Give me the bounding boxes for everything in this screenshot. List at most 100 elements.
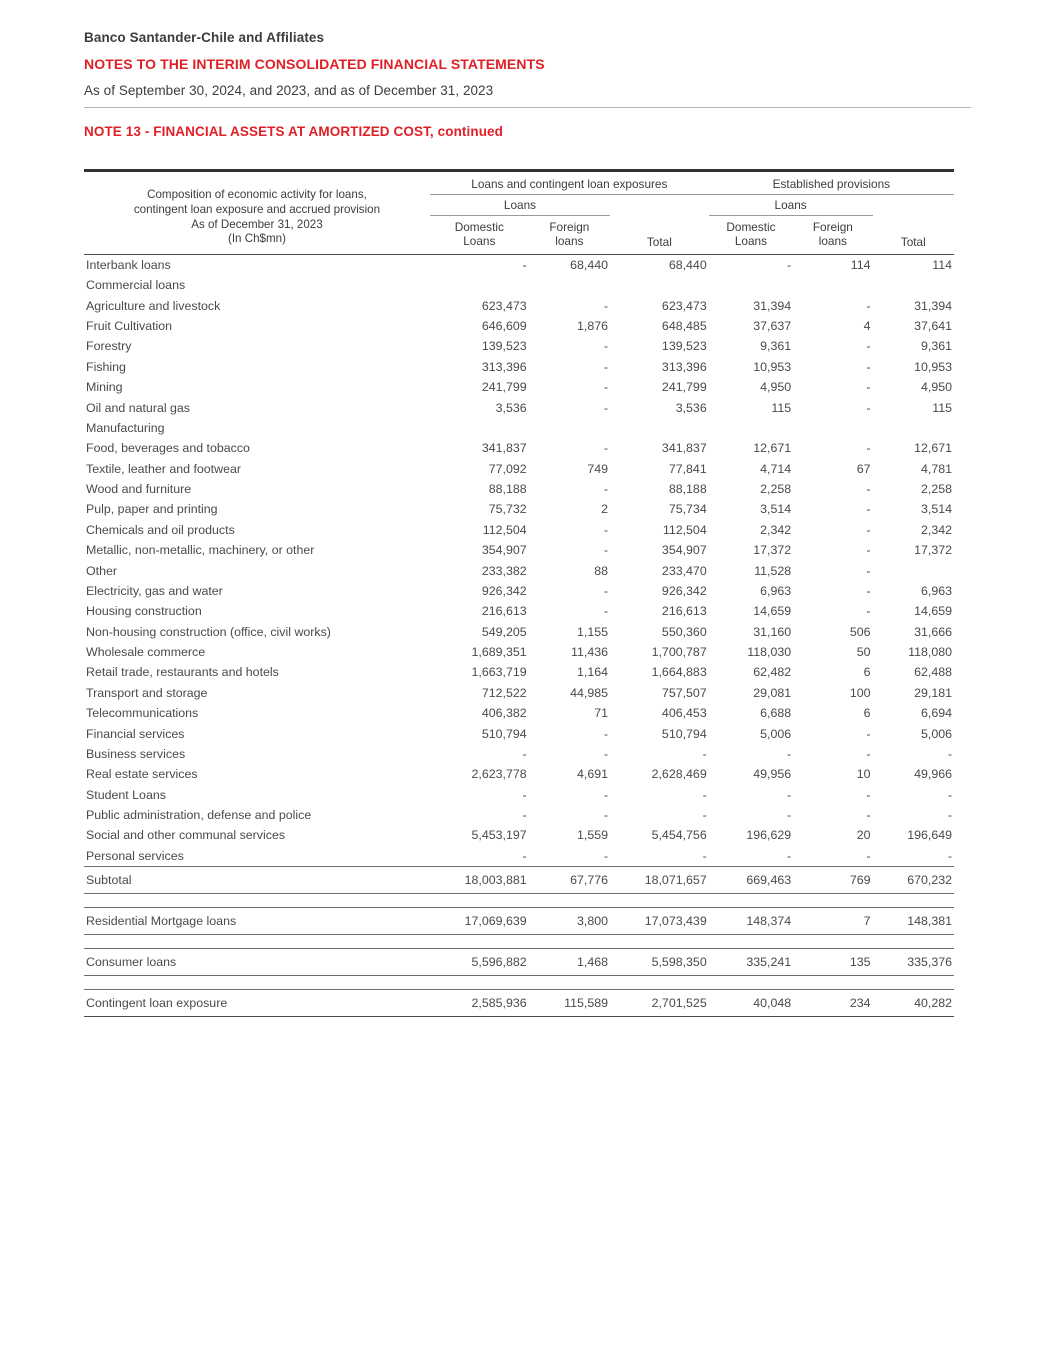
col-head-l2: Loans	[734, 234, 768, 249]
row-value: 749	[587, 461, 609, 476]
row-label: Wood and furniture	[86, 482, 192, 497]
row-value: 6	[863, 706, 871, 721]
row-value: 3,800	[577, 914, 609, 929]
row-value: -	[866, 441, 871, 456]
row-value: 510,794	[661, 726, 707, 741]
company-name: Banco Santander-Chile and Affiliates	[84, 30, 325, 45]
table-row: Manufacturing	[84, 418, 954, 438]
row-value: 1,559	[577, 828, 609, 843]
row-value: 233,382	[481, 563, 527, 578]
row-label: Real estate services	[86, 767, 198, 782]
row-value: 29,181	[914, 685, 952, 700]
group-header-provisions: Established provisions	[708, 172, 954, 195]
row-value: -	[866, 298, 871, 313]
summary-rule-top	[84, 948, 954, 950]
table-row: Textile, leather and footwear 77,092 749 77…	[84, 459, 954, 479]
row-label: Transport and storage	[86, 685, 208, 700]
row-value: 68,440	[570, 257, 609, 272]
row-value	[430, 418, 529, 438]
row-value: -	[603, 522, 609, 537]
row-value: -	[866, 522, 871, 537]
row-label: Social and other communal services	[86, 828, 286, 843]
table-row: Business services - - - - - -	[84, 744, 954, 764]
summary-rule-top	[84, 989, 954, 991]
table-row: Public administration, defense and polic…	[84, 805, 954, 825]
row-value: 4,781	[920, 461, 952, 476]
row-value: 406,453	[661, 706, 707, 721]
row-value: 341,837	[661, 441, 707, 456]
column-header-row: Domestic Loans Foreign loans Domestic Lo…	[84, 216, 954, 254]
row-value: 241,799	[661, 380, 707, 395]
row-value: 406,382	[481, 706, 527, 721]
row-label: Personal services	[86, 848, 184, 863]
row-label: Non-housing construction (office, civil …	[86, 624, 331, 639]
row-value: -	[603, 848, 609, 863]
table-body: Interbank loans - 68,440 68,440 - 114 114 Comme…	[84, 254, 954, 1018]
row-value: 4,950	[760, 380, 792, 395]
row-value: 49,966	[914, 767, 952, 782]
column-header-foreign-provisions: Foreign loans	[793, 216, 872, 254]
row-value: 4,714	[760, 461, 792, 476]
row-value: 10,953	[914, 359, 952, 374]
row-label: Other	[86, 563, 117, 578]
row-value: 12,671	[914, 441, 952, 456]
row-value: -	[603, 359, 609, 374]
row-label: Housing construction	[86, 604, 202, 619]
row-value: 2,342	[760, 522, 792, 537]
row-value: -	[603, 543, 609, 558]
row-label: Student Loans	[86, 787, 166, 802]
row-value: 5,006	[760, 726, 792, 741]
row-value: 40,048	[753, 996, 792, 1011]
row-value: 4,691	[577, 767, 609, 782]
row-value: -	[866, 400, 871, 415]
row-value: 1,876	[577, 319, 609, 334]
row-label: Subtotal	[86, 873, 132, 888]
row-value: 196,649	[907, 828, 952, 843]
col-head-l1: Domestic	[454, 220, 504, 234]
row-value	[709, 418, 793, 438]
row-value: 341,837	[481, 441, 527, 456]
row-value: -	[603, 604, 609, 619]
row-label: Agriculture and livestock	[86, 298, 221, 313]
row-value: 10	[856, 767, 871, 782]
row-value: -	[603, 746, 609, 761]
row-value: 29,081	[753, 685, 792, 700]
row-value	[873, 418, 954, 438]
row-label: Pulp, paper and printing	[86, 502, 218, 517]
col-head-l2: loans	[555, 234, 584, 249]
table-row: Consumer loans 5,596,882 1,468 5,598,350 335…	[84, 949, 954, 976]
row-value	[793, 418, 872, 438]
stub-title-line-2: contingent loan exposure and accrued pro…	[133, 203, 381, 216]
row-value: 712,522	[481, 685, 527, 700]
row-value: 5,598,350	[651, 955, 707, 970]
row-value: 1,689,351	[471, 645, 527, 660]
row-value: 216,613	[661, 604, 707, 619]
row-value: 139,523	[481, 339, 527, 354]
row-value: 114	[850, 257, 871, 272]
row-value: 2,628,469	[651, 767, 707, 782]
table-row: Pulp, paper and printing 75,732 2 75,734 3,5…	[84, 499, 954, 519]
row-spacer	[84, 894, 954, 908]
table-row: Metallic, non-metallic, machinery, or ot…	[84, 540, 954, 560]
row-value: -	[947, 808, 952, 823]
row-value: 88,188	[668, 482, 707, 497]
group-header-row: Composition of economic activity for loa…	[84, 172, 954, 245]
row-label: Residential Mortgage loans	[86, 914, 237, 929]
row-value: 115,589	[564, 996, 609, 1011]
row-value: -	[603, 298, 609, 313]
group-header-exposures: Loans and contingent loan exposures	[429, 172, 709, 195]
row-value: -	[866, 583, 871, 598]
row-value: 118,030	[747, 645, 792, 660]
row-spacer	[84, 976, 954, 990]
row-value: 100	[849, 685, 871, 700]
row-value	[430, 275, 529, 295]
row-value: 148,381	[907, 914, 952, 929]
row-value: -	[702, 746, 707, 761]
row-value: 18,003,881	[464, 873, 527, 888]
row-label: Financial services	[86, 726, 185, 741]
table-row: Food, beverages and tobacco 341,837 - 341,8…	[84, 438, 954, 458]
row-value: 2,342	[920, 522, 952, 537]
row-value: 112,504	[662, 522, 707, 537]
row-value: -	[603, 787, 609, 802]
row-value: 510,794	[481, 726, 527, 741]
